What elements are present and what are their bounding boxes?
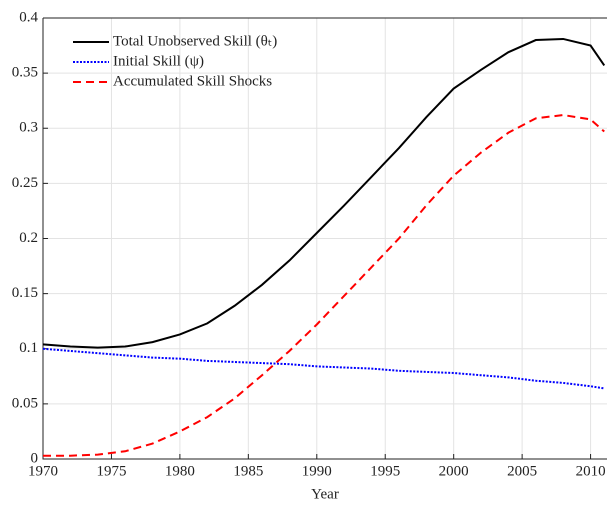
y-tick-label: 0.3	[19, 120, 38, 136]
x-tick-label: 1985	[233, 463, 263, 479]
y-tick-label: 0.2	[19, 230, 38, 246]
x-tick-label: 1970	[28, 463, 58, 479]
x-axis-label: Year	[311, 486, 339, 502]
legend-label: Initial Skill (ψ)	[113, 53, 204, 69]
y-tick-label: 0	[31, 450, 39, 466]
series-line	[42, 347, 605, 390]
x-tick-label: 1980	[165, 463, 195, 479]
legend-label: Accumulated Skill Shocks	[113, 73, 272, 89]
x-tick-label: 2010	[576, 463, 606, 479]
axes	[42, 17, 607, 460]
x-tick-label: 2005	[507, 463, 537, 479]
y-tick-label: 0.15	[12, 285, 38, 301]
x-tick-label: 1975	[96, 463, 126, 479]
series-line	[43, 114, 605, 457]
y-tick-label: 0.1	[19, 340, 38, 356]
legend-label: Total Unobserved Skill (θₜ)	[113, 33, 277, 49]
series-line	[42, 37, 606, 349]
y-tick-label: 0.25	[12, 175, 38, 191]
x-tick-label: 1990	[302, 463, 332, 479]
x-tick-label: 2000	[439, 463, 469, 479]
y-tick-label: 0.35	[12, 65, 38, 81]
y-tick-label: 0.4	[19, 9, 38, 25]
x-tick-label: 1995	[370, 463, 400, 479]
y-tick-label: 0.05	[12, 395, 38, 411]
